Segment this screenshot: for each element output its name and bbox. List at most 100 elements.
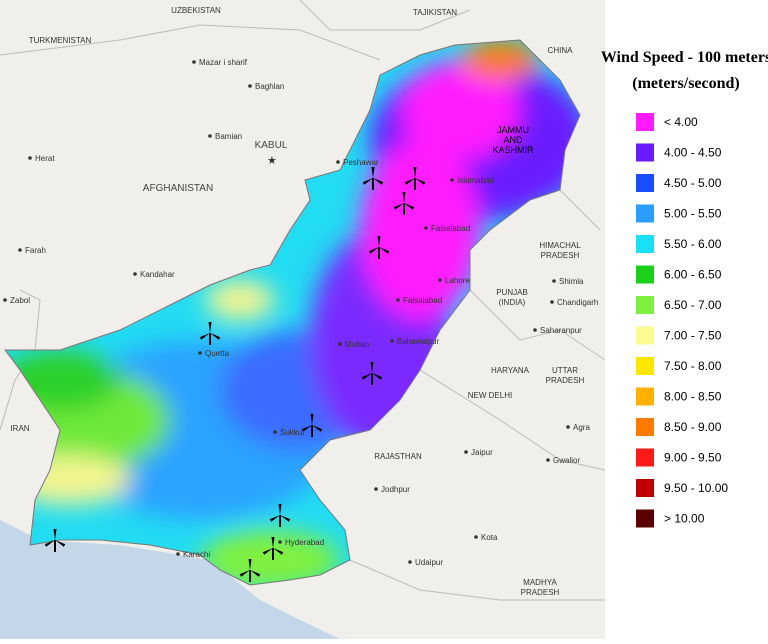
legend-swatch	[636, 296, 654, 314]
city-label: Agra	[573, 423, 590, 432]
city-dot	[533, 328, 537, 332]
region-label: CHINA	[548, 46, 574, 55]
city-dot	[450, 178, 454, 182]
city-dot	[552, 279, 556, 283]
legend-title: (meters/second)	[632, 75, 740, 92]
city-label: Islamabad	[457, 176, 494, 185]
region-label: (INDIA)	[499, 298, 526, 307]
legend-swatch	[636, 204, 654, 223]
legend-label: 6.00 - 6.50	[664, 268, 722, 282]
region-label: HIMACHAL	[539, 241, 581, 250]
turbine-blade	[271, 537, 275, 548]
turbine-blade	[278, 504, 282, 515]
legend-label: 8.50 - 9.00	[664, 420, 722, 434]
legend-swatch	[636, 143, 654, 162]
city-label: Jodhpur	[381, 485, 410, 494]
city-label: Bahawalpur	[397, 337, 440, 346]
turbine-blade	[371, 167, 375, 178]
city-label: Chandigarh	[557, 298, 598, 307]
wind-turbine	[361, 362, 383, 385]
wind-turbine	[262, 537, 284, 560]
city-dot	[338, 342, 342, 346]
capital-star: ★	[267, 155, 277, 167]
city-dot	[546, 458, 550, 462]
region-label: MADHYA	[523, 578, 557, 587]
turbine-blade	[377, 236, 381, 247]
turbine-blade	[248, 559, 252, 570]
legend-swatch	[636, 235, 654, 253]
turbine-blade	[53, 529, 57, 540]
legend-swatch	[636, 448, 654, 467]
legend-swatch	[636, 418, 654, 436]
region-label: PRADESH	[521, 588, 560, 597]
region-label: PRADESH	[541, 251, 580, 260]
wind-turbine	[44, 529, 66, 552]
city-label: Saharanpur	[540, 326, 582, 335]
city-dot	[390, 339, 394, 343]
wind-turbine	[239, 559, 261, 582]
city-dot	[464, 450, 468, 454]
turbine-blade	[404, 203, 415, 210]
turbine-blade	[312, 425, 323, 432]
city-label: Udaipur	[415, 558, 443, 567]
city-dot	[408, 560, 412, 564]
legend-swatch	[636, 357, 654, 375]
city-label: Faisalabad	[403, 296, 442, 305]
turbine-blade	[239, 570, 250, 577]
turbine-blade	[210, 333, 221, 340]
turbine-blade	[301, 425, 312, 432]
turbine-blade	[262, 548, 273, 555]
city-label: Baghlan	[255, 82, 284, 91]
city-label: Mazar i sharif	[199, 58, 248, 67]
turbine-blade	[361, 373, 372, 380]
wind-turbine	[393, 192, 415, 215]
turbine-blade	[362, 178, 373, 185]
region-label: RAJASTHAN	[374, 452, 422, 461]
legend-panel	[605, 0, 768, 639]
city-dot	[28, 156, 32, 160]
city-dot	[208, 134, 212, 138]
region-label: TURKMENISTAN	[29, 36, 92, 45]
region-label: HARYANA	[491, 366, 530, 375]
legend-label: 7.50 - 8.00	[664, 359, 722, 373]
city-dot	[18, 248, 22, 252]
region-label: TAJIKISTAN	[413, 8, 457, 17]
city-label: Zabol	[10, 296, 30, 305]
turbine-blade	[402, 192, 406, 203]
legend-label: 4.50 - 5.00	[664, 176, 722, 190]
borders	[0, 0, 606, 601]
legend-swatch	[636, 326, 654, 345]
turbine-blade	[373, 178, 384, 185]
city-dot	[438, 278, 442, 282]
turbine-blade	[310, 414, 314, 425]
city-label: Bamian	[215, 132, 242, 141]
city-dot	[396, 298, 400, 302]
region-label: AND	[503, 135, 523, 145]
legend-swatch	[636, 509, 654, 528]
city-dot	[198, 351, 202, 355]
turbine-blade	[372, 373, 383, 380]
city-dot	[374, 487, 378, 491]
city-dot	[273, 430, 277, 434]
legend-label: 9.50 - 10.00	[664, 481, 728, 495]
city-label: Peshawar	[343, 158, 379, 167]
legend-swatch	[636, 479, 654, 497]
region-label: PRADESH	[546, 376, 585, 385]
city-label: Lahore	[445, 276, 470, 285]
city-label: Gwalior	[553, 456, 580, 465]
turbine-blade	[379, 247, 390, 254]
legend-label: 5.50 - 6.00	[664, 237, 722, 251]
city-label: Jaipur	[471, 448, 493, 457]
sea	[0, 520, 340, 639]
legend-swatch	[636, 387, 654, 406]
region-label: KASHMIR	[492, 145, 534, 155]
city-dot	[133, 272, 137, 276]
city-label: Kandahar	[140, 270, 175, 279]
city-dot	[424, 226, 428, 230]
turbine-blade	[269, 515, 280, 522]
wind-turbine	[199, 322, 221, 345]
legend-title: Wind Speed - 100 meters	[601, 49, 768, 66]
city-label: Sukkur	[280, 428, 305, 437]
turbine-blade	[44, 540, 55, 547]
